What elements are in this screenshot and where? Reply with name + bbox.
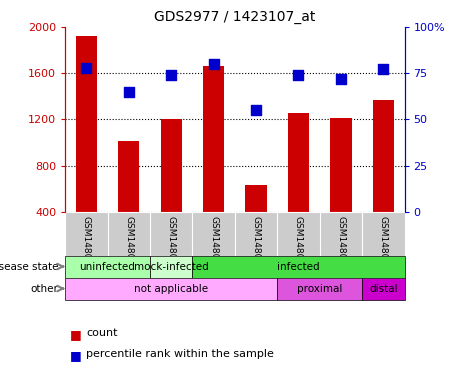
- Text: GSM148019: GSM148019: [166, 215, 176, 270]
- Text: percentile rank within the sample: percentile rank within the sample: [86, 349, 274, 359]
- Text: count: count: [86, 328, 118, 338]
- Text: GSM148017: GSM148017: [82, 215, 91, 270]
- Point: [295, 72, 302, 78]
- Bar: [76, 36, 97, 258]
- Bar: [277, 278, 362, 300]
- Bar: [65, 255, 150, 278]
- Bar: [330, 118, 352, 258]
- Point: [337, 76, 345, 82]
- Bar: [362, 278, 405, 300]
- Bar: [150, 255, 193, 278]
- Text: disease state: disease state: [0, 262, 58, 271]
- Bar: [160, 119, 182, 258]
- Text: infected: infected: [277, 262, 320, 271]
- Bar: [246, 185, 266, 258]
- Point: [252, 107, 260, 113]
- Bar: [203, 66, 224, 258]
- Text: GSM148022: GSM148022: [379, 215, 388, 270]
- Text: GSM148023: GSM148023: [252, 215, 260, 270]
- Bar: [373, 100, 394, 258]
- Point: [167, 72, 175, 78]
- Text: proximal: proximal: [297, 283, 342, 293]
- Text: GSM148020: GSM148020: [209, 215, 218, 270]
- Bar: [288, 113, 309, 258]
- Point: [125, 89, 133, 95]
- Text: distal: distal: [369, 283, 398, 293]
- Text: GSM148018: GSM148018: [124, 215, 133, 270]
- Text: not applicable: not applicable: [134, 283, 208, 293]
- Text: ■: ■: [70, 349, 81, 362]
- Title: GDS2977 / 1423107_at: GDS2977 / 1423107_at: [154, 10, 316, 25]
- Point: [210, 61, 217, 67]
- Bar: [118, 141, 140, 258]
- Bar: [193, 255, 405, 278]
- Text: ■: ■: [70, 328, 81, 341]
- Text: GSM148021: GSM148021: [336, 215, 345, 270]
- Point: [379, 66, 387, 73]
- Bar: [65, 278, 277, 300]
- Point: [83, 65, 90, 71]
- Text: other: other: [30, 283, 58, 293]
- Text: mock-infected: mock-infected: [134, 262, 209, 271]
- Text: GSM148024: GSM148024: [294, 215, 303, 270]
- Text: uninfected: uninfected: [80, 262, 135, 271]
